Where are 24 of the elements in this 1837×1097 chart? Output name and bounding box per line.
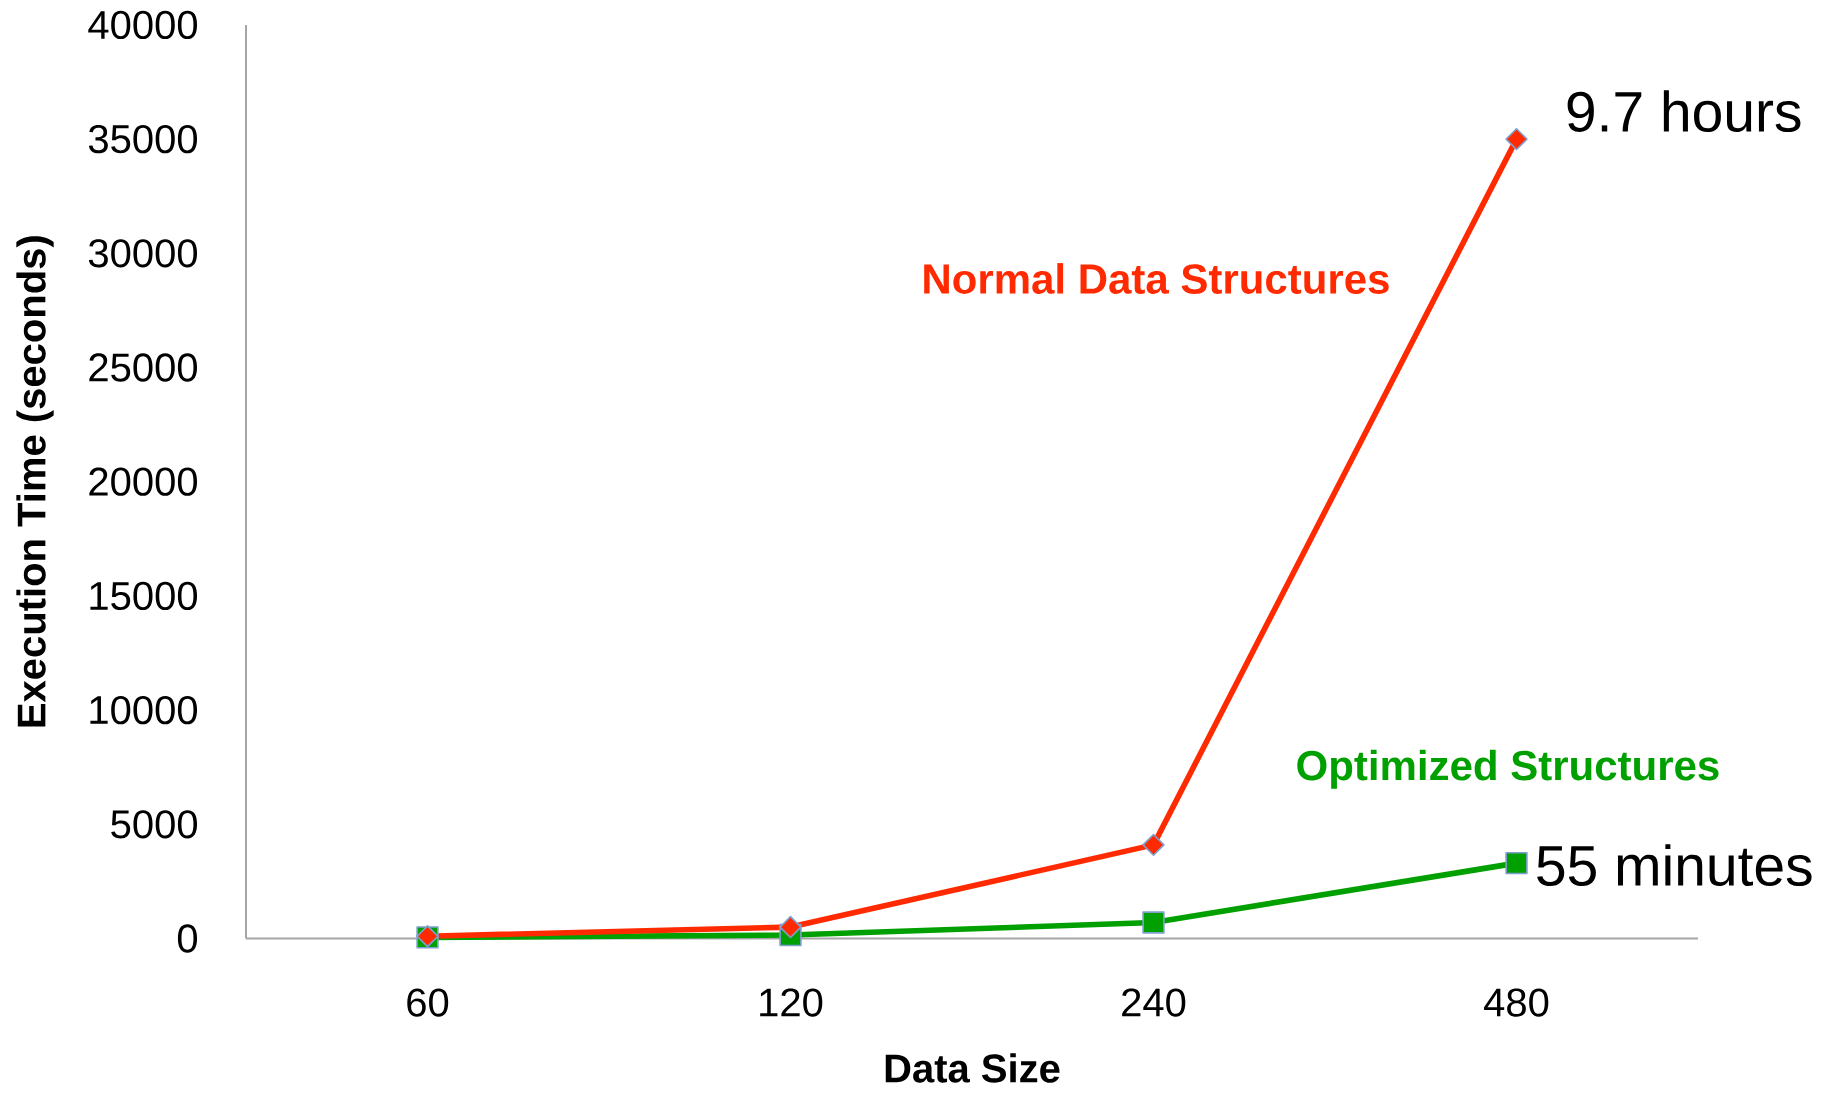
y-tick-label: 25000 [89, 353, 198, 382]
y-tick-label: 0 [177, 924, 198, 953]
annotation: 55 minutes [1537, 844, 1812, 887]
point [1505, 851, 1528, 875]
point [1142, 911, 1165, 934]
y-tick-label: 20000 [89, 467, 198, 496]
y-tick-label: 30000 [88, 239, 198, 268]
x-tick-label: 60 [407, 988, 449, 1017]
point [1505, 127, 1528, 151]
y-tick-label: 15000 [90, 581, 198, 611]
series-label: Optimized Structures [1297, 749, 1719, 789]
y-tick-label: 40000 [88, 10, 198, 40]
series-label: Normal Data Structures [924, 263, 1389, 294]
y-tick-label: 35000 [88, 124, 198, 154]
x-tick-label: 120 [760, 988, 823, 1017]
y-axis-title: Execution Time (seconds) [16, 236, 54, 727]
x-axis-title: Data Size [885, 1053, 1060, 1083]
y-tick-label: 10000 [90, 695, 198, 725]
annotation: 9.7 hours [1567, 90, 1801, 133]
point [779, 915, 802, 939]
point [1142, 833, 1165, 857]
x-tick-label: 240 [1122, 988, 1186, 1017]
y-tick-label: 5000 [111, 810, 198, 839]
x-tick-label: 480 [1484, 988, 1549, 1017]
